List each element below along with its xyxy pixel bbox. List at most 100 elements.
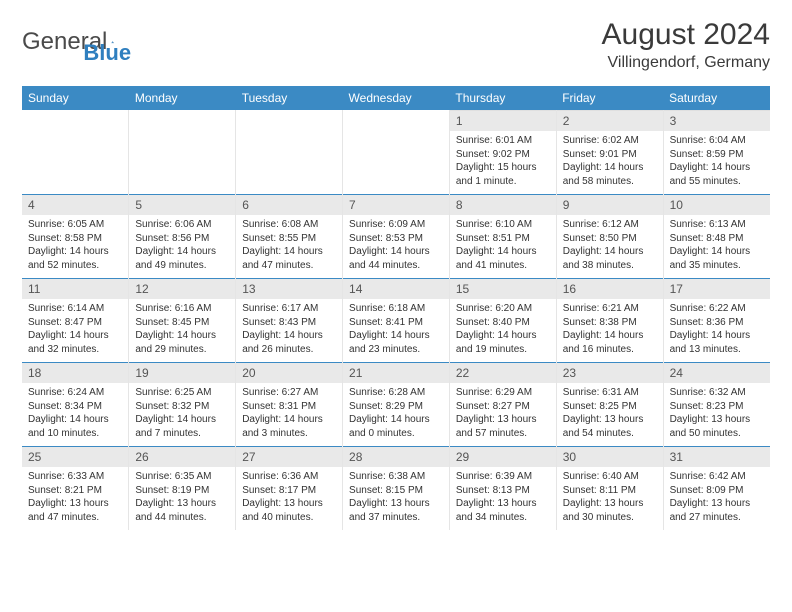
- calendar-day-cell: 25Sunrise: 6:33 AMSunset: 8:21 PMDayligh…: [22, 446, 129, 530]
- weekday-header: Tuesday: [236, 86, 343, 110]
- daylight-text: Daylight: 13 hours and 47 minutes.: [28, 497, 122, 524]
- sunset-text: Sunset: 8:34 PM: [28, 400, 122, 414]
- calendar-week-row: 4Sunrise: 6:05 AMSunset: 8:58 PMDaylight…: [22, 194, 770, 278]
- sunrise-text: Sunrise: 6:09 AM: [349, 218, 443, 232]
- calendar-day-cell: 10Sunrise: 6:13 AMSunset: 8:48 PMDayligh…: [663, 194, 770, 278]
- daylight-text: Daylight: 14 hours and 32 minutes.: [28, 329, 122, 356]
- daylight-text: Daylight: 15 hours and 1 minute.: [456, 161, 550, 188]
- day-content: Sunrise: 6:33 AMSunset: 8:21 PMDaylight:…: [22, 467, 128, 530]
- day-number: 1: [450, 110, 556, 131]
- sunrise-text: Sunrise: 6:01 AM: [456, 134, 550, 148]
- calendar-week-row: 1Sunrise: 6:01 AMSunset: 9:02 PMDaylight…: [22, 110, 770, 194]
- day-content: Sunrise: 6:29 AMSunset: 8:27 PMDaylight:…: [450, 383, 556, 446]
- day-number: 11: [22, 278, 128, 299]
- calendar-day-cell: 16Sunrise: 6:21 AMSunset: 8:38 PMDayligh…: [556, 278, 663, 362]
- day-number: 26: [129, 446, 235, 467]
- calendar-day-cell: 9Sunrise: 6:12 AMSunset: 8:50 PMDaylight…: [556, 194, 663, 278]
- sunset-text: Sunset: 8:48 PM: [670, 232, 764, 246]
- calendar-day-cell: 3Sunrise: 6:04 AMSunset: 8:59 PMDaylight…: [663, 110, 770, 194]
- sunrise-text: Sunrise: 6:33 AM: [28, 470, 122, 484]
- day-number: 5: [129, 194, 235, 215]
- calendar-day-cell: 19Sunrise: 6:25 AMSunset: 8:32 PMDayligh…: [129, 362, 236, 446]
- sunset-text: Sunset: 8:25 PM: [563, 400, 657, 414]
- sunrise-text: Sunrise: 6:08 AM: [242, 218, 336, 232]
- calendar-day-cell: 1Sunrise: 6:01 AMSunset: 9:02 PMDaylight…: [449, 110, 556, 194]
- calendar-day-cell: 27Sunrise: 6:36 AMSunset: 8:17 PMDayligh…: [236, 446, 343, 530]
- day-content: Sunrise: 6:06 AMSunset: 8:56 PMDaylight:…: [129, 215, 235, 278]
- sunset-text: Sunset: 8:45 PM: [135, 316, 229, 330]
- sunrise-text: Sunrise: 6:27 AM: [242, 386, 336, 400]
- calendar-day-cell: 4Sunrise: 6:05 AMSunset: 8:58 PMDaylight…: [22, 194, 129, 278]
- day-number: 2: [557, 110, 663, 131]
- weekday-header: Sunday: [22, 86, 129, 110]
- day-content: Sunrise: 6:25 AMSunset: 8:32 PMDaylight:…: [129, 383, 235, 446]
- daylight-text: Daylight: 14 hours and 44 minutes.: [349, 245, 443, 272]
- calendar-day-cell: 12Sunrise: 6:16 AMSunset: 8:45 PMDayligh…: [129, 278, 236, 362]
- sunset-text: Sunset: 8:29 PM: [349, 400, 443, 414]
- sunset-text: Sunset: 8:55 PM: [242, 232, 336, 246]
- sunrise-text: Sunrise: 6:29 AM: [456, 386, 550, 400]
- day-number: 12: [129, 278, 235, 299]
- daylight-text: Daylight: 14 hours and 3 minutes.: [242, 413, 336, 440]
- calendar-day-cell: [129, 110, 236, 194]
- sunrise-text: Sunrise: 6:13 AM: [670, 218, 764, 232]
- daylight-text: Daylight: 14 hours and 41 minutes.: [456, 245, 550, 272]
- sunrise-text: Sunrise: 6:22 AM: [670, 302, 764, 316]
- day-content: Sunrise: 6:42 AMSunset: 8:09 PMDaylight:…: [664, 467, 770, 530]
- sunrise-text: Sunrise: 6:42 AM: [670, 470, 764, 484]
- sunset-text: Sunset: 8:38 PM: [563, 316, 657, 330]
- calendar-day-cell: 28Sunrise: 6:38 AMSunset: 8:15 PMDayligh…: [343, 446, 450, 530]
- daylight-text: Daylight: 14 hours and 47 minutes.: [242, 245, 336, 272]
- daylight-text: Daylight: 14 hours and 38 minutes.: [563, 245, 657, 272]
- sunset-text: Sunset: 8:15 PM: [349, 484, 443, 498]
- day-content: Sunrise: 6:01 AMSunset: 9:02 PMDaylight:…: [450, 131, 556, 194]
- calendar-day-cell: 24Sunrise: 6:32 AMSunset: 8:23 PMDayligh…: [663, 362, 770, 446]
- sunset-text: Sunset: 8:27 PM: [456, 400, 550, 414]
- day-number: 25: [22, 446, 128, 467]
- day-number: 23: [557, 362, 663, 383]
- daylight-text: Daylight: 14 hours and 13 minutes.: [670, 329, 764, 356]
- day-content: Sunrise: 6:08 AMSunset: 8:55 PMDaylight:…: [236, 215, 342, 278]
- logo-text-2: Blue: [83, 40, 131, 66]
- sunset-text: Sunset: 8:58 PM: [28, 232, 122, 246]
- calendar-day-cell: 18Sunrise: 6:24 AMSunset: 8:34 PMDayligh…: [22, 362, 129, 446]
- day-content: Sunrise: 6:04 AMSunset: 8:59 PMDaylight:…: [664, 131, 770, 194]
- sunrise-text: Sunrise: 6:40 AM: [563, 470, 657, 484]
- weekday-header: Saturday: [663, 86, 770, 110]
- day-number: 27: [236, 446, 342, 467]
- sunrise-text: Sunrise: 6:38 AM: [349, 470, 443, 484]
- sunrise-text: Sunrise: 6:18 AM: [349, 302, 443, 316]
- calendar-day-cell: 11Sunrise: 6:14 AMSunset: 8:47 PMDayligh…: [22, 278, 129, 362]
- sunset-text: Sunset: 8:53 PM: [349, 232, 443, 246]
- calendar-day-cell: 13Sunrise: 6:17 AMSunset: 8:43 PMDayligh…: [236, 278, 343, 362]
- calendar-day-cell: 23Sunrise: 6:31 AMSunset: 8:25 PMDayligh…: [556, 362, 663, 446]
- sunset-text: Sunset: 8:51 PM: [456, 232, 550, 246]
- calendar-day-cell: 2Sunrise: 6:02 AMSunset: 9:01 PMDaylight…: [556, 110, 663, 194]
- daylight-text: Daylight: 14 hours and 55 minutes.: [670, 161, 764, 188]
- daylight-text: Daylight: 14 hours and 23 minutes.: [349, 329, 443, 356]
- day-content: Sunrise: 6:12 AMSunset: 8:50 PMDaylight:…: [557, 215, 663, 278]
- logo: General Blue: [22, 18, 131, 66]
- daylight-text: Daylight: 14 hours and 58 minutes.: [563, 161, 657, 188]
- weekday-header: Friday: [556, 86, 663, 110]
- day-content: Sunrise: 6:13 AMSunset: 8:48 PMDaylight:…: [664, 215, 770, 278]
- sunrise-text: Sunrise: 6:12 AM: [563, 218, 657, 232]
- daylight-text: Daylight: 13 hours and 40 minutes.: [242, 497, 336, 524]
- day-number: 16: [557, 278, 663, 299]
- daylight-text: Daylight: 14 hours and 52 minutes.: [28, 245, 122, 272]
- weekday-header: Thursday: [449, 86, 556, 110]
- day-number: 7: [343, 194, 449, 215]
- sunset-text: Sunset: 8:43 PM: [242, 316, 336, 330]
- day-number: 24: [664, 362, 770, 383]
- header: General Blue August 2024 Villingendorf, …: [22, 18, 770, 72]
- calendar-day-cell: 8Sunrise: 6:10 AMSunset: 8:51 PMDaylight…: [449, 194, 556, 278]
- day-number: 6: [236, 194, 342, 215]
- sunset-text: Sunset: 8:40 PM: [456, 316, 550, 330]
- sunset-text: Sunset: 8:23 PM: [670, 400, 764, 414]
- day-content: Sunrise: 6:31 AMSunset: 8:25 PMDaylight:…: [557, 383, 663, 446]
- calendar-day-cell: 26Sunrise: 6:35 AMSunset: 8:19 PMDayligh…: [129, 446, 236, 530]
- day-content: Sunrise: 6:38 AMSunset: 8:15 PMDaylight:…: [343, 467, 449, 530]
- sunrise-text: Sunrise: 6:14 AM: [28, 302, 122, 316]
- weekday-header: Wednesday: [343, 86, 450, 110]
- day-number: 22: [450, 362, 556, 383]
